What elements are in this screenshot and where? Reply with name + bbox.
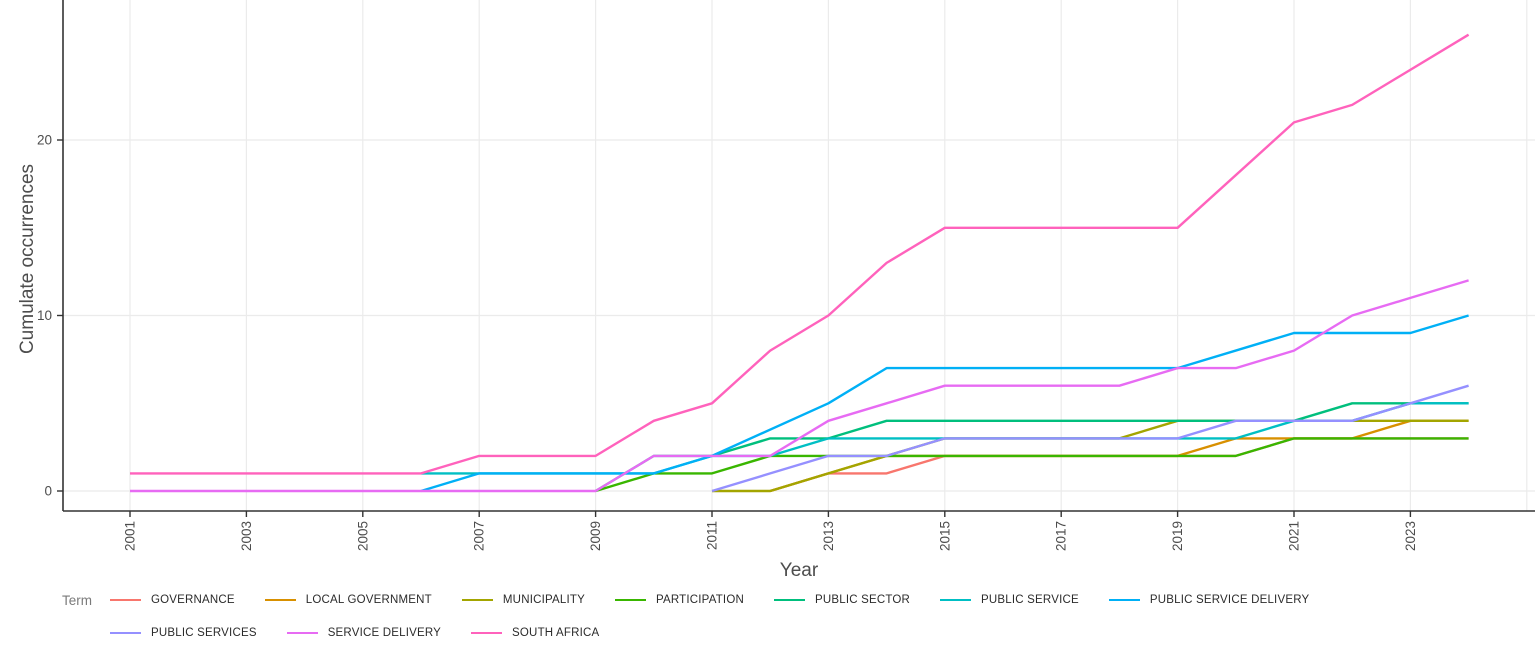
legend-label: PUBLIC SERVICE DELIVERY — [1149, 594, 1310, 606]
legend-line-swatch — [773, 599, 805, 601]
legend-label: LOCAL GOVERNMENT — [305, 594, 432, 606]
legend-item-public-services: PUBLIC SERVICES — [110, 623, 257, 643]
series-line-public-sector — [594, 402, 1469, 493]
legend-item-public-service-delivery: PUBLIC SERVICE DELIVERY — [1108, 590, 1310, 610]
legend-line-swatch — [110, 599, 141, 601]
x-axis-title: Year — [779, 560, 819, 581]
series-line-governance — [769, 437, 1469, 493]
legend-line-swatch — [264, 599, 296, 601]
legend-item-governance: GOVERNANCE — [110, 590, 235, 610]
legend-label: SOUTH AFRICA — [512, 627, 600, 639]
y-axis-title: Cumulate occurrences — [17, 163, 38, 355]
x-tick-label-2003: 2003 — [239, 521, 254, 551]
legend-line-swatch — [614, 599, 646, 601]
legend-item-municipality: MUNICIPALITY — [461, 590, 585, 610]
x-tick-label-2013: 2013 — [821, 521, 836, 551]
legend-label: PUBLIC SECTOR — [814, 594, 911, 606]
legend-line-swatch — [110, 632, 141, 634]
series-line-public-services — [711, 384, 1469, 493]
x-tick-label-2007: 2007 — [472, 521, 487, 551]
x-tick-label-2001: 2001 — [123, 521, 138, 551]
series-line-service-delivery — [130, 279, 1469, 493]
legend-label: PUBLIC SERVICES — [151, 627, 257, 639]
legend-line-swatch — [286, 632, 318, 634]
legend-items: GOVERNANCE LOCAL GOVERNMENT MUNICIPALITY PA… — [110, 590, 1502, 643]
legend-item-service-delivery: SERVICE DELIVERY — [286, 623, 442, 643]
legend-label: PARTICIPATION — [655, 594, 744, 606]
legend-line-swatch — [940, 599, 972, 601]
y-tick-label-0: 0 — [44, 484, 52, 499]
x-tick-label-2005: 2005 — [355, 521, 370, 551]
x-tick-label-2023: 2023 — [1403, 521, 1418, 551]
legend-label: GOVERNANCE — [151, 594, 235, 606]
legend-item-public-sector: PUBLIC SECTOR — [773, 590, 911, 610]
x-tick-label-2021: 2021 — [1287, 521, 1302, 551]
legend-line-swatch — [461, 599, 493, 601]
series-line-participation — [595, 437, 1469, 493]
x-tick-label-2017: 2017 — [1054, 521, 1069, 551]
legend-item-participation: PARTICIPATION — [614, 590, 744, 610]
legend-label: SERVICE DELIVERY — [327, 627, 442, 639]
y-tick-label-10: 10 — [37, 308, 52, 323]
x-tick-label-2015: 2015 — [937, 521, 952, 551]
x-tick-label-2009: 2009 — [588, 521, 603, 551]
legend-item-local-government: LOCAL GOVERNMENT — [264, 590, 432, 610]
legend-label: MUNICIPALITY — [502, 594, 585, 606]
series-line-public-service-delivery — [420, 314, 1469, 493]
series-line-south-africa — [130, 33, 1470, 475]
legend: Term GOVERNANCE LOCAL GOVERNMENT MUNICIPAL… — [62, 590, 1502, 643]
legend-title: Term — [62, 593, 92, 608]
legend-line-swatch — [1108, 599, 1140, 601]
y-tick-label-20: 20 — [37, 133, 52, 148]
legend-item-public-service: PUBLIC SERVICE — [940, 590, 1079, 610]
legend-line-swatch — [471, 632, 503, 634]
chart-canvas: 0 10 20 2001 2003 2005 2007 2009 2011 2013 2015 201… — [37, 0, 1535, 551]
x-tick-label-2011: 2011 — [705, 521, 720, 550]
legend-label: PUBLIC SERVICE — [981, 594, 1079, 606]
legend-item-south-africa: SOUTH AFRICA — [471, 623, 599, 643]
x-tick-label-2019: 2019 — [1170, 521, 1185, 551]
chart-plot-area: 0 10 20 2001 2003 2005 2007 2009 2011 2013 2015 201… — [17, 0, 1535, 581]
